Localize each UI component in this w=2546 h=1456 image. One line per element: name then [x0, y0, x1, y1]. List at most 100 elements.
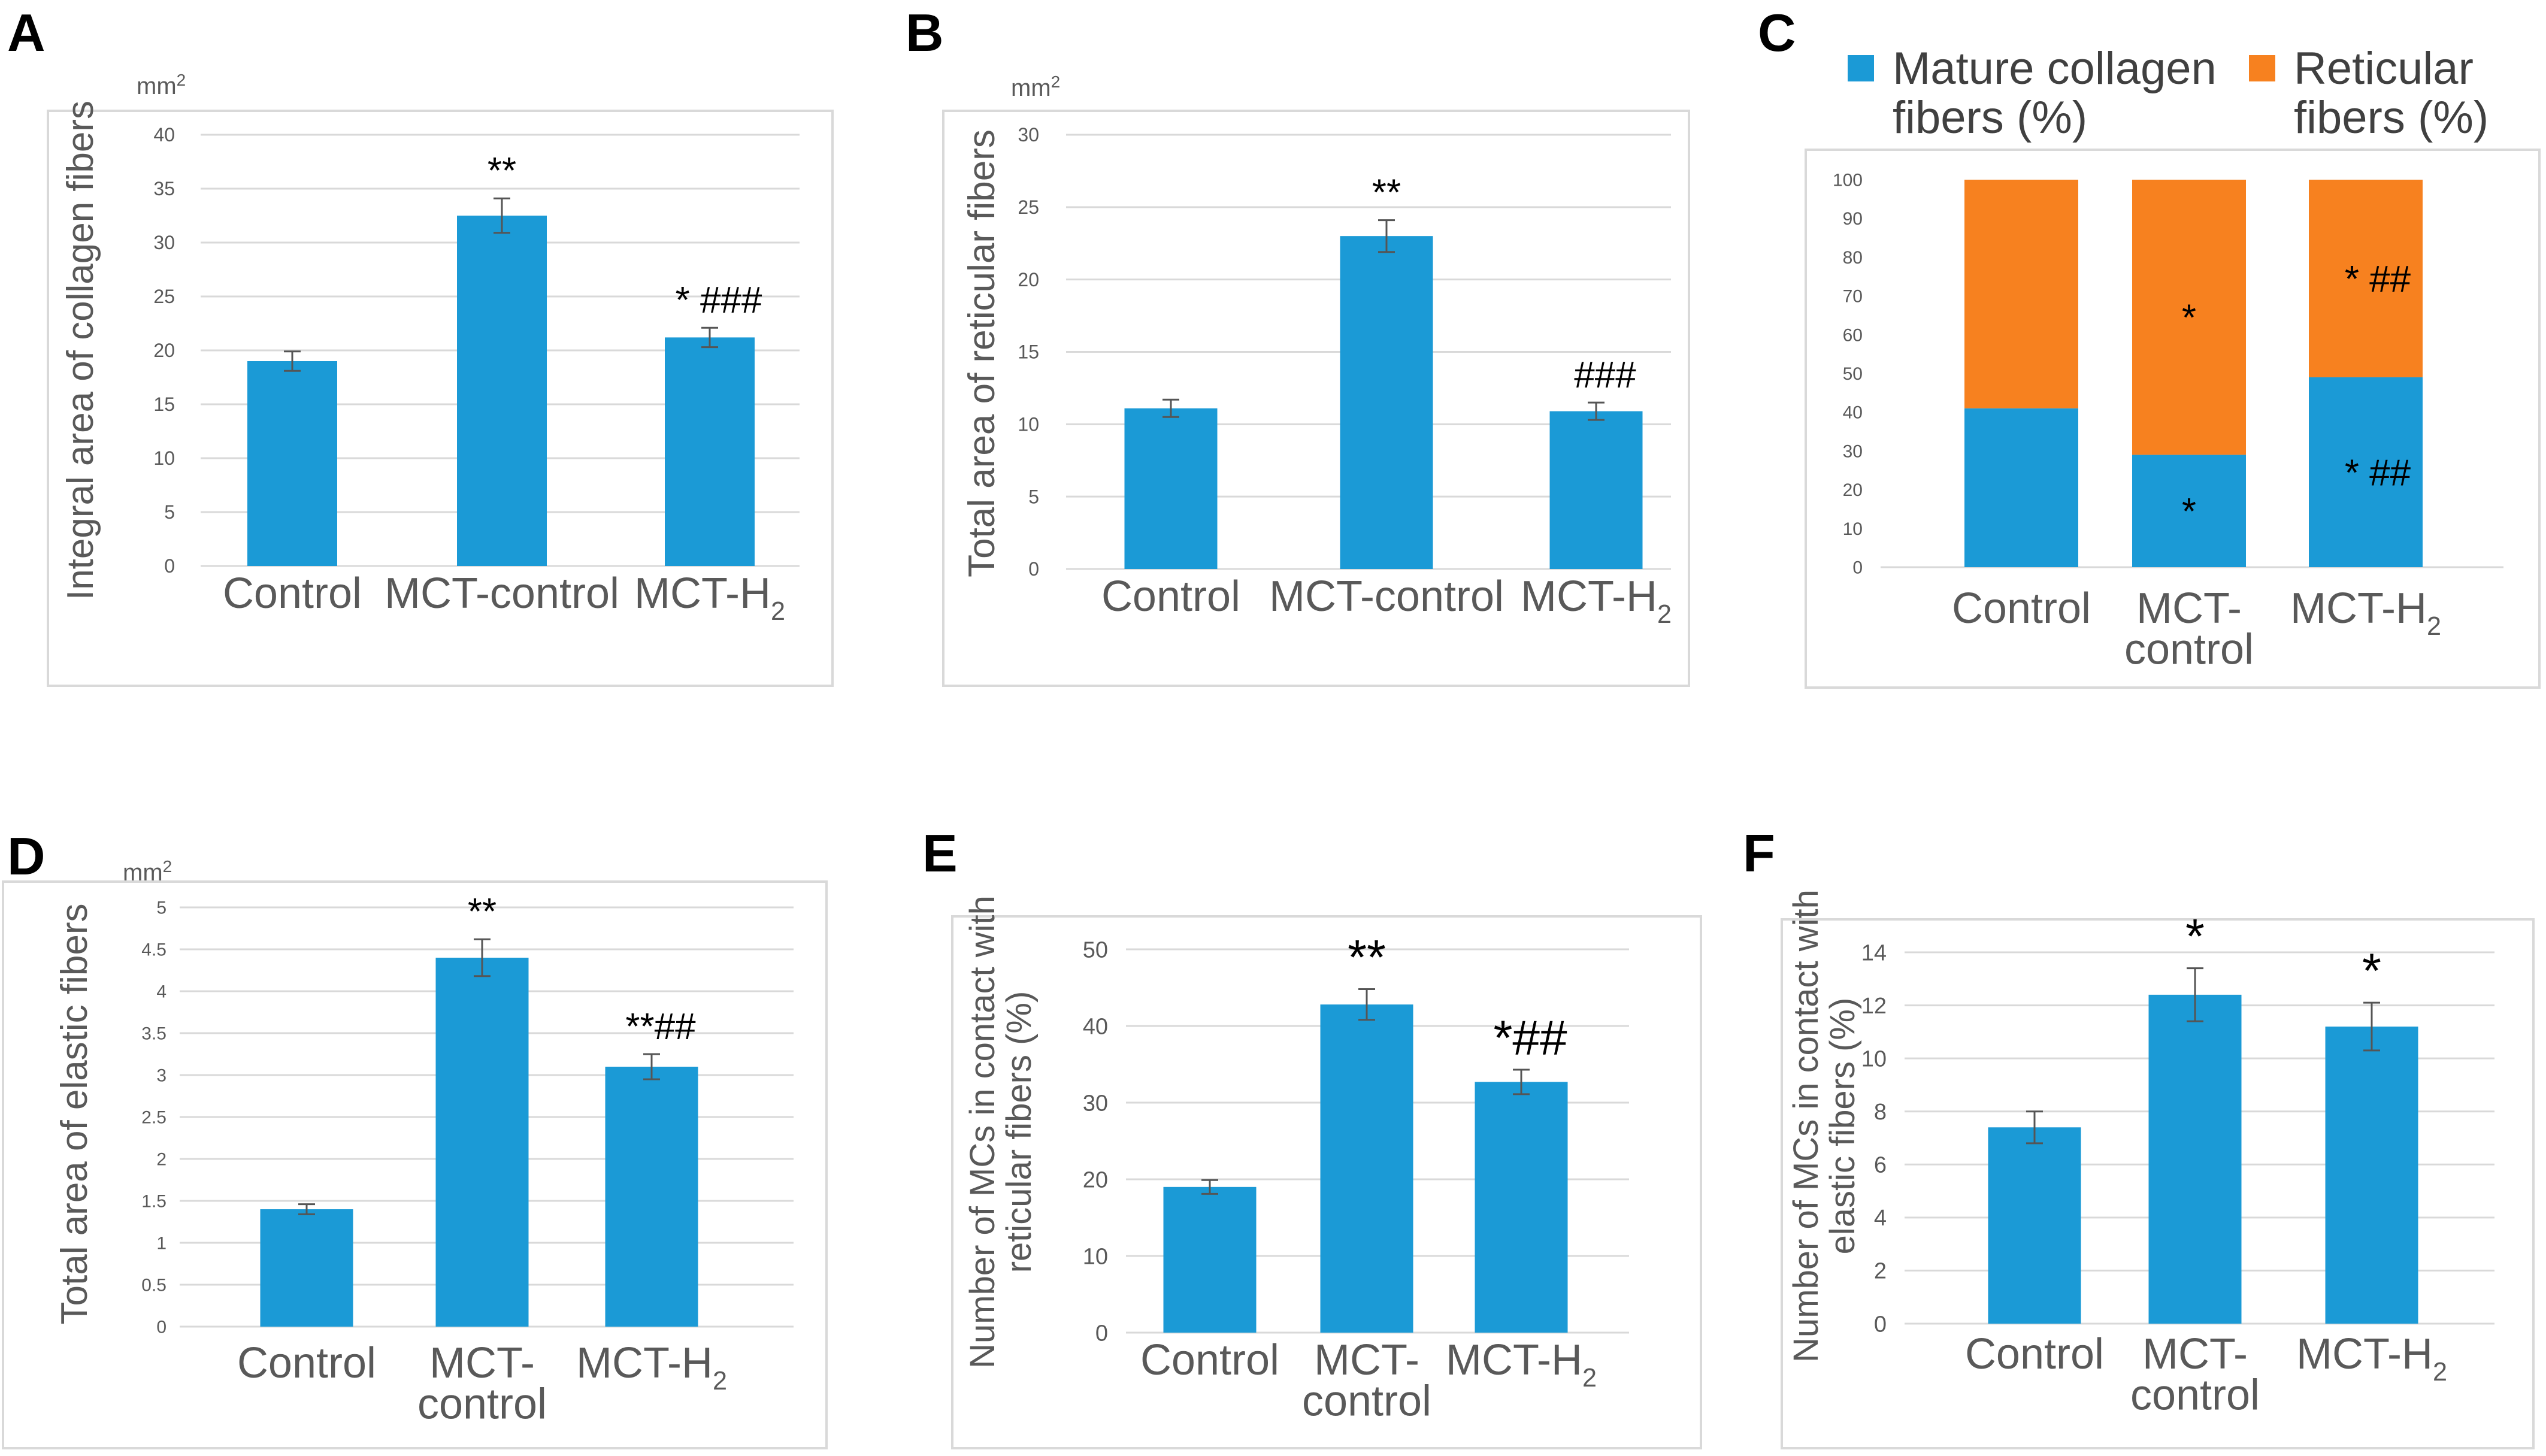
y-tick-label: 0: [1874, 1312, 1887, 1337]
category-label-1: Control: [1952, 585, 2091, 632]
category-label-1: Control: [237, 1339, 376, 1387]
bar-1-segment-2: [1964, 180, 2078, 408]
significance-label-2: **: [1348, 931, 1386, 985]
y-tick-label: 15: [1018, 341, 1039, 363]
y-axis-title-line-2: elastic fibers (%): [1823, 998, 1862, 1255]
y-tick-label: 5: [1028, 486, 1039, 507]
panel-letter: D: [7, 827, 46, 886]
bar-1-segment-1: [1964, 408, 2078, 567]
y-tick-label: 80: [1843, 248, 1863, 268]
y-tick-label: 1.5: [141, 1192, 166, 1212]
y-tick-label: 0: [156, 1318, 166, 1337]
error-bar-1: [1201, 1179, 1218, 1195]
y-tick-label: 4: [156, 982, 166, 1002]
legend-swatch: [2249, 55, 2275, 81]
category-label-1: Control: [1101, 573, 1240, 620]
y-tick-label: 0: [1852, 558, 1863, 578]
y-tick-label: 2: [1874, 1259, 1887, 1284]
bar-2-segment-1: [2132, 455, 2246, 567]
bar-3: [605, 1067, 698, 1327]
y-axis-title: Total area of reticular fibers: [961, 129, 1003, 577]
category-label-1: Control: [1140, 1336, 1279, 1384]
bar-3-segment-2: [2309, 180, 2423, 377]
bar-2: [1340, 236, 1433, 570]
category-label-2-line-1: MCT-: [1314, 1336, 1419, 1384]
y-tick-label: 3.5: [141, 1024, 166, 1044]
panel-letter: C: [1758, 3, 1796, 62]
chart-frame: [47, 110, 834, 687]
category-label-3: MCT-H2: [1446, 1336, 1597, 1393]
bar-1: [1163, 1186, 1257, 1333]
y-tick-label: 0: [1028, 558, 1039, 580]
y-tick-label: 20: [153, 340, 175, 361]
bar-1: [1124, 408, 1218, 569]
chart-frame: [1805, 149, 2541, 689]
y-tick-label: 14: [1861, 940, 1887, 965]
y-axis-title: Total area of elastic fibers: [54, 903, 95, 1324]
y-tick-label: 10: [1861, 1046, 1887, 1071]
y-tick-label: 20: [1083, 1167, 1108, 1192]
y-tick-label: 20: [1843, 480, 1863, 500]
y-tick-label: 3: [156, 1066, 166, 1086]
y-tick-label: 4.5: [141, 940, 166, 960]
panel-letter: B: [906, 3, 944, 62]
y-tick-label: 25: [1018, 196, 1039, 218]
category-label-2-line-2: control: [1302, 1377, 1431, 1425]
y-tick-label: 70: [1843, 287, 1863, 307]
category-label-3: MCT-H2: [2290, 585, 2441, 641]
y-tick-label: 40: [153, 124, 175, 146]
y-tick-label: 40: [1083, 1014, 1108, 1039]
significance-label-3: **##: [625, 1006, 696, 1048]
y-tick-label: 0.5: [141, 1276, 166, 1295]
category-label-3: MCT-H2: [634, 570, 785, 626]
y-tick-label: 30: [1018, 124, 1039, 146]
bar-2: [435, 958, 529, 1327]
y-unit-label: mm2: [137, 71, 186, 99]
bar-2: [1320, 1004, 1413, 1333]
panel-F: F 0 2 4 6 8 10 12 14 Number of MCs in contact wit…: [1743, 824, 2535, 1449]
category-label-2-line-1: MCT-: [2142, 1330, 2248, 1378]
category-label-1: Control: [1965, 1330, 2104, 1378]
y-unit-label: mm2: [1011, 72, 1060, 101]
y-tick-label: 35: [153, 178, 175, 199]
bar-2: [2148, 994, 2242, 1324]
y-tick-label: 2: [156, 1150, 166, 1170]
significance-label-3-1: * ##: [2345, 452, 2411, 494]
y-axis-title-line-1: Number of MCs in contact with: [1787, 889, 1826, 1363]
y-tick-label: 5: [156, 898, 166, 918]
legend-label-line-2: fibers (%): [2294, 92, 2489, 143]
legend-label-line-1: Reticular: [2294, 43, 2474, 94]
category-label-2: MCT-control: [385, 570, 619, 617]
y-tick-label: 4: [1874, 1206, 1887, 1231]
bar-2: [457, 216, 547, 566]
error-bar-2: [2187, 967, 2203, 1022]
significance-label-2-2: *: [2182, 298, 2196, 339]
chart-frame: [1781, 918, 2535, 1449]
bar-3: [665, 337, 755, 566]
category-label-2-line-2: control: [417, 1380, 547, 1428]
error-bar-2: [1378, 219, 1395, 253]
error-bar-1: [2026, 1110, 2043, 1145]
significance-label-3: *: [2362, 944, 2381, 998]
significance-label-3: * ###: [676, 280, 762, 321]
bar-3-segment-1: [2309, 377, 2423, 567]
y-tick-label: 2.5: [141, 1108, 166, 1128]
error-bar-2: [1358, 988, 1375, 1021]
panel-letter: E: [922, 824, 958, 883]
bar-1: [247, 361, 337, 566]
y-tick-label: 0: [164, 555, 175, 577]
chart-frame: [951, 915, 1702, 1449]
legend-label-line-1: Mature collagen: [1893, 43, 2217, 94]
category-label-3: MCT-H2: [576, 1339, 727, 1396]
error-bar-1: [284, 350, 301, 372]
bar-3: [1549, 411, 1643, 569]
panel-E: E 0 10 20 30 40 50 Number of MCs in contact wit…: [922, 824, 1702, 1449]
y-tick-label: 0: [1095, 1321, 1108, 1346]
error-bar-3: [2363, 1001, 2380, 1052]
category-label-3: MCT-H2: [1521, 573, 1672, 629]
y-axis-title-line-2: reticular fibers (%): [1000, 991, 1039, 1273]
error-bar-3: [1513, 1068, 1530, 1095]
